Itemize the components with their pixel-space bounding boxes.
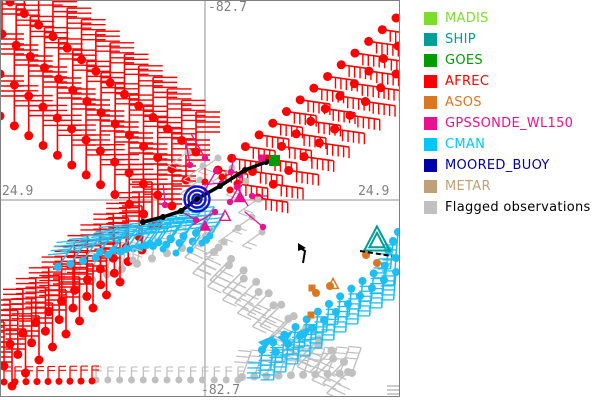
band-flagged-bottom-right-row — [234, 345, 362, 381]
asos-marker — [307, 311, 315, 319]
legend-item-asos: ASOS — [424, 92, 591, 113]
legend-label: GOES — [445, 52, 483, 68]
band-cman-west-band — [47, 206, 225, 271]
trajectory-line — [142, 159, 274, 224]
legend-item-moored-buoy: MOORED_BUOY — [424, 155, 591, 176]
band-flagged-se-band — [184, 232, 352, 396]
legend-item-afrec: AFREC — [424, 71, 591, 92]
legend-swatch — [424, 12, 437, 25]
legend-item-metar: METAR — [424, 176, 591, 197]
legend-swatch — [424, 96, 437, 109]
legend-label: AFREC — [445, 73, 490, 89]
moored-buoy-bullseye — [191, 193, 203, 205]
legend-label: MOORED_BUOY — [445, 157, 550, 173]
asos-marker — [326, 282, 334, 290]
scatter-gpssonde-center-scatter — [161, 133, 267, 231]
legend-swatch — [424, 117, 437, 130]
plot-border — [0, 0, 400, 397]
axis-label-longitude-top: -82.7 — [208, 0, 248, 15]
scatter-cman-center-cluster — [146, 220, 221, 257]
band-flagged-sw-row — [52, 219, 188, 294]
axis-label-latitude-right: 24.9 — [358, 184, 390, 199]
legend-item-ship: SHIP — [424, 29, 591, 50]
asos-marker — [362, 251, 370, 259]
legend-swatch — [424, 201, 437, 214]
legend-swatch — [424, 180, 437, 193]
cman-pennant — [277, 330, 294, 344]
asos-marker — [373, 259, 381, 267]
legend-swatch — [424, 159, 437, 172]
moored-buoy-bullseye — [187, 189, 207, 209]
map-plot-area: -82.7 -82.7 24.9 24.9 — [0, 0, 400, 397]
legend-label: GPSSONDE_WL150 — [445, 115, 574, 131]
legend-label: METAR — [445, 178, 491, 194]
legend-swatch — [424, 75, 437, 88]
scatter-afrec-center-scatter — [201, 168, 238, 194]
moored-buoy-bullseye — [183, 185, 211, 213]
black-mini-barb — [298, 246, 307, 264]
legend-item-gpssonde-wl150: GPSSONDE_WL150 — [424, 113, 591, 134]
asos-marker — [312, 289, 320, 297]
goes-square-marker — [269, 155, 280, 166]
legend-item-cman: CMAN — [424, 134, 591, 155]
legend-label: SHIP — [445, 31, 476, 47]
band-afrec-bottom-strip — [1, 365, 99, 386]
band-flagged-bottom-left-row — [92, 366, 244, 384]
legend-label: ASOS — [445, 94, 482, 110]
band-afrec-sw-arm — [1, 181, 157, 391]
legend-swatch — [424, 138, 437, 151]
legend: MADIS SHIP GOES AFREC ASOS GPSSONDE_WL150 CMAN… — [424, 8, 591, 218]
axis-label-longitude-bottom: -82.7 — [201, 383, 241, 398]
legend-label: MADIS — [445, 10, 489, 26]
asos-marker — [308, 284, 316, 292]
legend-item-madis: MADIS — [424, 8, 591, 29]
legend-item-goes: GOES — [424, 50, 591, 71]
legend-item-flagged-observations: Flagged observations — [424, 197, 591, 218]
cman-pennant — [297, 325, 314, 339]
legend-swatch — [424, 54, 437, 67]
band-cman-se-band — [246, 228, 399, 381]
band-afrec-ne-arm — [213, 13, 399, 214]
scatter-flagged-center-scatter — [129, 148, 266, 264]
plot-content — [1, 1, 399, 396]
cman-pennant — [258, 335, 275, 349]
legend-swatch — [424, 33, 437, 46]
legend-label: Flagged observations — [445, 199, 591, 215]
legend-label: CMAN — [445, 136, 486, 152]
axis-label-latitude-left: 24.9 — [2, 184, 34, 199]
